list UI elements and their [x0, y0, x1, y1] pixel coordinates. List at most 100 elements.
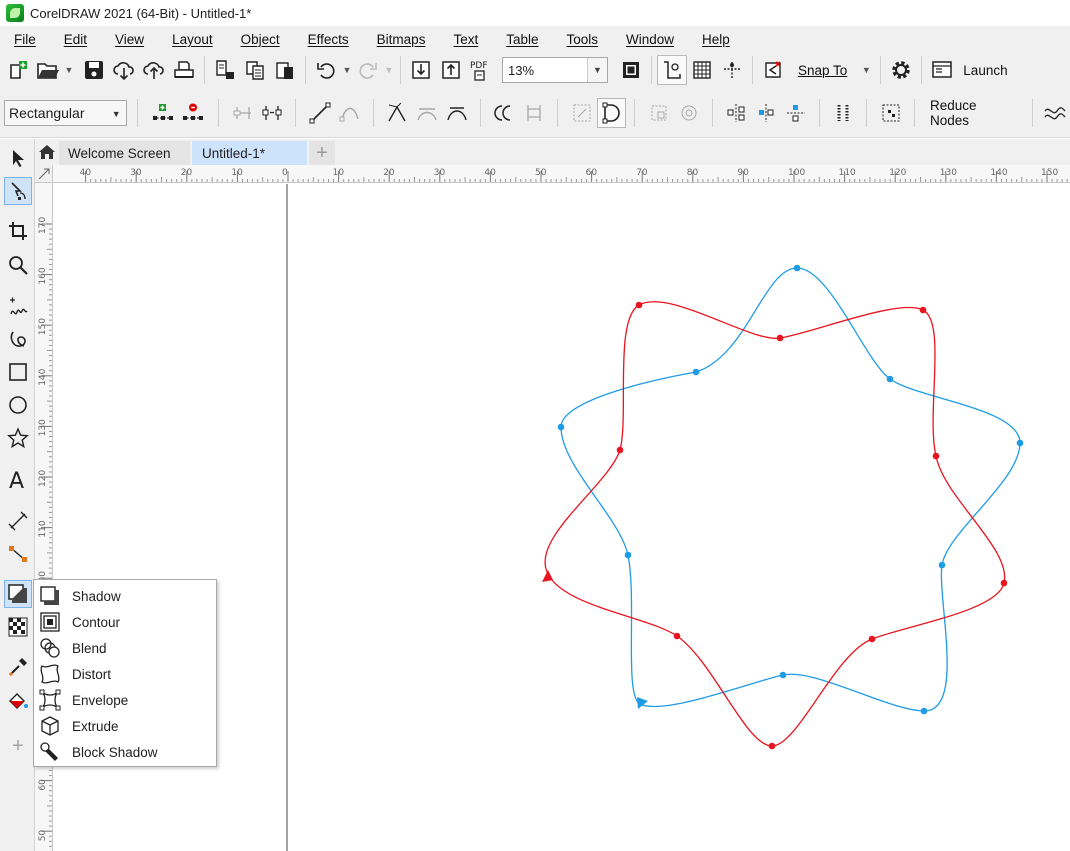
zoom-dropdown-icon[interactable]: ▼	[587, 58, 607, 82]
flyout-item-extrude[interactable]: Extrude	[34, 713, 216, 739]
ellipse-tool-icon[interactable]	[4, 391, 32, 419]
flyout-item-envelope[interactable]: Envelope	[34, 687, 216, 713]
red-curve-node[interactable]	[768, 742, 776, 750]
menu-tools[interactable]: Tools	[566, 31, 599, 47]
save-icon[interactable]	[79, 55, 109, 85]
elastic-mode-icon[interactable]	[829, 98, 859, 128]
snap-off-icon[interactable]	[758, 55, 788, 85]
snap-to-button[interactable]: Snap To	[798, 62, 848, 78]
align-nodes-icon[interactable]	[722, 98, 752, 128]
paste-icon[interactable]	[270, 55, 300, 85]
red-curve-node[interactable]	[868, 635, 876, 643]
blue-curve-node[interactable]	[938, 561, 946, 569]
close-curve-icon[interactable]	[596, 97, 627, 128]
polygon-star-tool-icon[interactable]	[4, 424, 32, 452]
export-icon[interactable]	[436, 55, 466, 85]
mirror-horizontal-icon[interactable]	[751, 98, 781, 128]
menu-window[interactable]: Window	[626, 31, 675, 47]
snap-to-dropdown-icon[interactable]: ▼	[861, 65, 871, 75]
cloud-download-icon[interactable]	[109, 55, 139, 85]
show-rulers-icon[interactable]	[657, 55, 687, 85]
cusp-node-icon[interactable]	[383, 98, 413, 128]
ruler-origin-corner[interactable]	[35, 165, 53, 183]
break-curve-icon[interactable]	[258, 98, 288, 128]
effects-tool-icon[interactable]	[4, 580, 32, 608]
menu-text[interactable]: Text	[453, 31, 479, 47]
symmetrical-node-icon[interactable]	[442, 98, 472, 128]
mirror-vertical-icon[interactable]	[781, 98, 811, 128]
cloud-upload-icon[interactable]	[139, 55, 169, 85]
blue-curve-node[interactable]	[920, 707, 928, 715]
new-document-icon[interactable]	[3, 55, 33, 85]
freehand-tool-icon[interactable]	[4, 293, 32, 321]
undo-dropdown-icon[interactable]: ▼	[342, 65, 352, 75]
options-gear-icon[interactable]	[886, 55, 916, 85]
extract-subpath-icon[interactable]	[567, 98, 597, 128]
red-curve-node[interactable]	[919, 306, 927, 314]
flyout-item-block-shadow[interactable]: Block Shadow	[34, 739, 216, 765]
delete-node-icon[interactable]	[178, 98, 208, 128]
flyout-item-shadow[interactable]: Shadow	[34, 583, 216, 609]
menu-effects[interactable]: Effects	[307, 31, 349, 47]
rotate-nodes-icon[interactable]	[674, 98, 704, 128]
crop-tool-icon[interactable]	[4, 217, 32, 245]
blue-curve-node[interactable]	[557, 423, 565, 431]
dimension-tool-icon[interactable]	[4, 507, 32, 535]
horizontal-ruler[interactable]: 40 30 20 10 0 10 20 30 40 50 60 70 80 90 100 110 120 130 1…	[35, 165, 1070, 183]
show-grid-icon[interactable]	[687, 55, 717, 85]
open-dropdown-icon[interactable]: ▼	[64, 65, 74, 75]
join-nodes-icon[interactable]	[228, 98, 258, 128]
transparency-tool-icon[interactable]	[4, 613, 32, 641]
blue-curve-node[interactable]	[779, 671, 787, 679]
tab-untitled-1[interactable]: Untitled-1*	[192, 141, 307, 165]
reduce-nodes-button[interactable]: Reduce Nodes	[929, 97, 977, 128]
blue-curve-node[interactable]	[692, 368, 700, 376]
flyout-item-contour[interactable]: Contour	[34, 609, 216, 635]
redo-dropdown-icon[interactable]: ▼	[384, 65, 394, 75]
show-guidelines-icon[interactable]	[717, 55, 747, 85]
menu-file[interactable]: File	[14, 31, 36, 47]
menu-object[interactable]: Object	[240, 31, 280, 47]
shape-tool-icon[interactable]	[4, 177, 32, 205]
menu-edit[interactable]: Edit	[63, 31, 88, 47]
extend-curve-icon[interactable]	[519, 98, 549, 128]
red-curve-node[interactable]	[616, 446, 624, 454]
selection-mode-select[interactable]: Rectangular ▼	[4, 99, 127, 126]
open-folder-icon[interactable]	[33, 55, 63, 85]
import-pages-icon[interactable]	[210, 55, 240, 85]
smooth-node-icon[interactable]	[412, 98, 442, 128]
menu-layout[interactable]: Layout	[172, 31, 213, 47]
red-curve-node[interactable]	[635, 301, 643, 309]
stretch-nodes-icon[interactable]	[644, 98, 674, 128]
blue-curve-nodes[interactable]	[557, 264, 1024, 715]
undo-icon[interactable]	[311, 55, 341, 85]
red-curve-nodes[interactable]	[616, 301, 1008, 750]
reverse-direction-icon[interactable]	[490, 98, 520, 128]
flyout-item-distort[interactable]: Distort	[34, 661, 216, 687]
curve-tool-icon[interactable]	[4, 325, 32, 353]
home-icon[interactable]	[35, 139, 59, 165]
menu-bitmaps[interactable]: Bitmaps	[376, 31, 426, 47]
red-curve-node[interactable]	[1000, 579, 1008, 587]
print-icon[interactable]	[169, 55, 199, 85]
convert-to-curve-icon[interactable]	[335, 98, 365, 128]
publish-pdf-icon[interactable]: PDF	[466, 55, 496, 85]
pick-tool-icon[interactable]	[4, 144, 32, 172]
text-tool-icon[interactable]: A	[4, 465, 32, 493]
zoom-level-combobox[interactable]: 13% ▼	[502, 57, 608, 83]
blue-curve-node[interactable]	[886, 375, 894, 383]
add-document-tab-icon[interactable]: +	[309, 141, 335, 165]
copy-pages-icon[interactable]	[240, 55, 270, 85]
menu-view[interactable]: View	[115, 31, 145, 47]
rectangle-tool-icon[interactable]	[4, 358, 32, 386]
red-curve-node[interactable]	[673, 632, 681, 640]
curve-smoothness-icon[interactable]	[1040, 98, 1070, 128]
blue-curve-node[interactable]	[793, 264, 801, 272]
full-screen-preview-icon[interactable]	[616, 55, 646, 85]
add-node-icon[interactable]	[149, 98, 179, 128]
eyedropper-tool-icon[interactable]	[4, 653, 32, 681]
blue-curve-node[interactable]	[1016, 439, 1024, 447]
connector-tool-icon[interactable]	[4, 540, 32, 568]
blue-curve-node[interactable]	[624, 551, 632, 559]
menu-help[interactable]: Help	[702, 31, 730, 47]
